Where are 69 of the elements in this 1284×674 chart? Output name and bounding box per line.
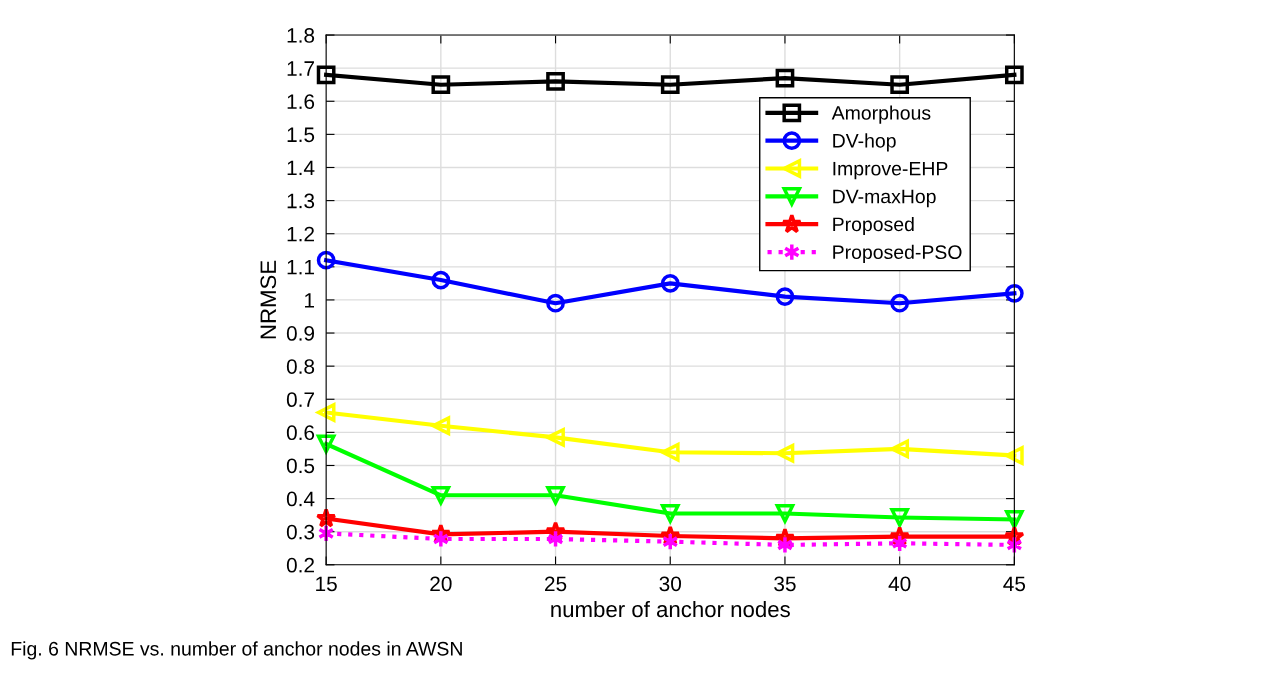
y-tick-label: 0.2	[286, 557, 314, 573]
y-tick-label: 1.6	[287, 94, 315, 110]
point	[316, 65, 336, 85]
point	[660, 274, 680, 293]
point	[546, 72, 565, 91]
point	[1006, 535, 1023, 555]
y-tick-label: 0.7	[286, 392, 314, 408]
point	[660, 504, 680, 523]
x-tick-label: 35	[774, 576, 796, 592]
y-tick-label: 1.3	[287, 193, 315, 209]
point	[890, 439, 910, 459]
point	[431, 270, 451, 290]
y-tick-label: 1.4	[287, 160, 315, 176]
x-tick-label: 20	[430, 576, 452, 592]
point	[546, 485, 565, 505]
point	[776, 535, 794, 555]
y-axis-title: NRMSE	[260, 260, 277, 339]
x-tick-label: 15	[316, 576, 337, 592]
x-tick-label: 25	[545, 576, 567, 592]
point	[890, 293, 910, 313]
point	[432, 529, 450, 549]
point	[547, 529, 564, 549]
y-tick-label: 1	[305, 293, 315, 308]
point	[315, 507, 337, 528]
point	[775, 287, 795, 306]
x-tick-label: 30	[659, 576, 682, 592]
y-tick-label: 0.4	[286, 491, 315, 507]
point	[890, 75, 910, 95]
y-tick-label: 0.5	[286, 458, 315, 474]
point	[660, 442, 680, 462]
legend-label: Proposed	[833, 216, 914, 236]
x-tick-label: 45	[1003, 576, 1026, 592]
y-tick-label: 0.9	[286, 326, 315, 341]
point	[890, 508, 910, 527]
x-axis-title: number of anchor nodes	[551, 600, 790, 618]
point	[546, 427, 565, 447]
point	[317, 523, 335, 543]
point	[431, 416, 451, 436]
y-tick-label: 0.6	[286, 425, 315, 441]
legend-label: DV-hop	[833, 133, 896, 152]
y-tick-label: 1.2	[287, 226, 314, 242]
point	[775, 504, 795, 523]
point	[546, 293, 565, 313]
x-tick-label: 40	[888, 576, 911, 592]
y-tick-label: 1.7	[287, 61, 314, 76]
legend-label: DV-maxHop	[833, 189, 936, 208]
y-tick-label: 0.8	[286, 359, 315, 374]
y-tick-label: 1.8	[287, 28, 315, 43]
point	[431, 485, 451, 505]
point	[431, 75, 451, 95]
y-tick-label: 0.3	[286, 524, 315, 540]
y-tick-label: 1.5	[287, 127, 315, 143]
point	[891, 533, 909, 553]
point	[314, 402, 336, 423]
point	[660, 75, 680, 95]
point	[775, 443, 795, 463]
y-tick-label: 1.1	[287, 260, 315, 275]
point	[661, 532, 679, 552]
point	[1004, 446, 1024, 465]
legend-label: Proposed-PSO	[833, 244, 962, 263]
caption: Fig. 6 NRMSE vs. number of anchor nodes in AWSN	[11, 641, 462, 660]
legend-label: Amorphous	[831, 105, 931, 124]
point	[315, 434, 337, 456]
point	[1004, 510, 1024, 529]
point	[1004, 65, 1024, 85]
point	[316, 250, 336, 270]
point	[775, 68, 795, 88]
legend-label: Improve-EHP	[833, 161, 948, 180]
point	[1004, 283, 1024, 303]
